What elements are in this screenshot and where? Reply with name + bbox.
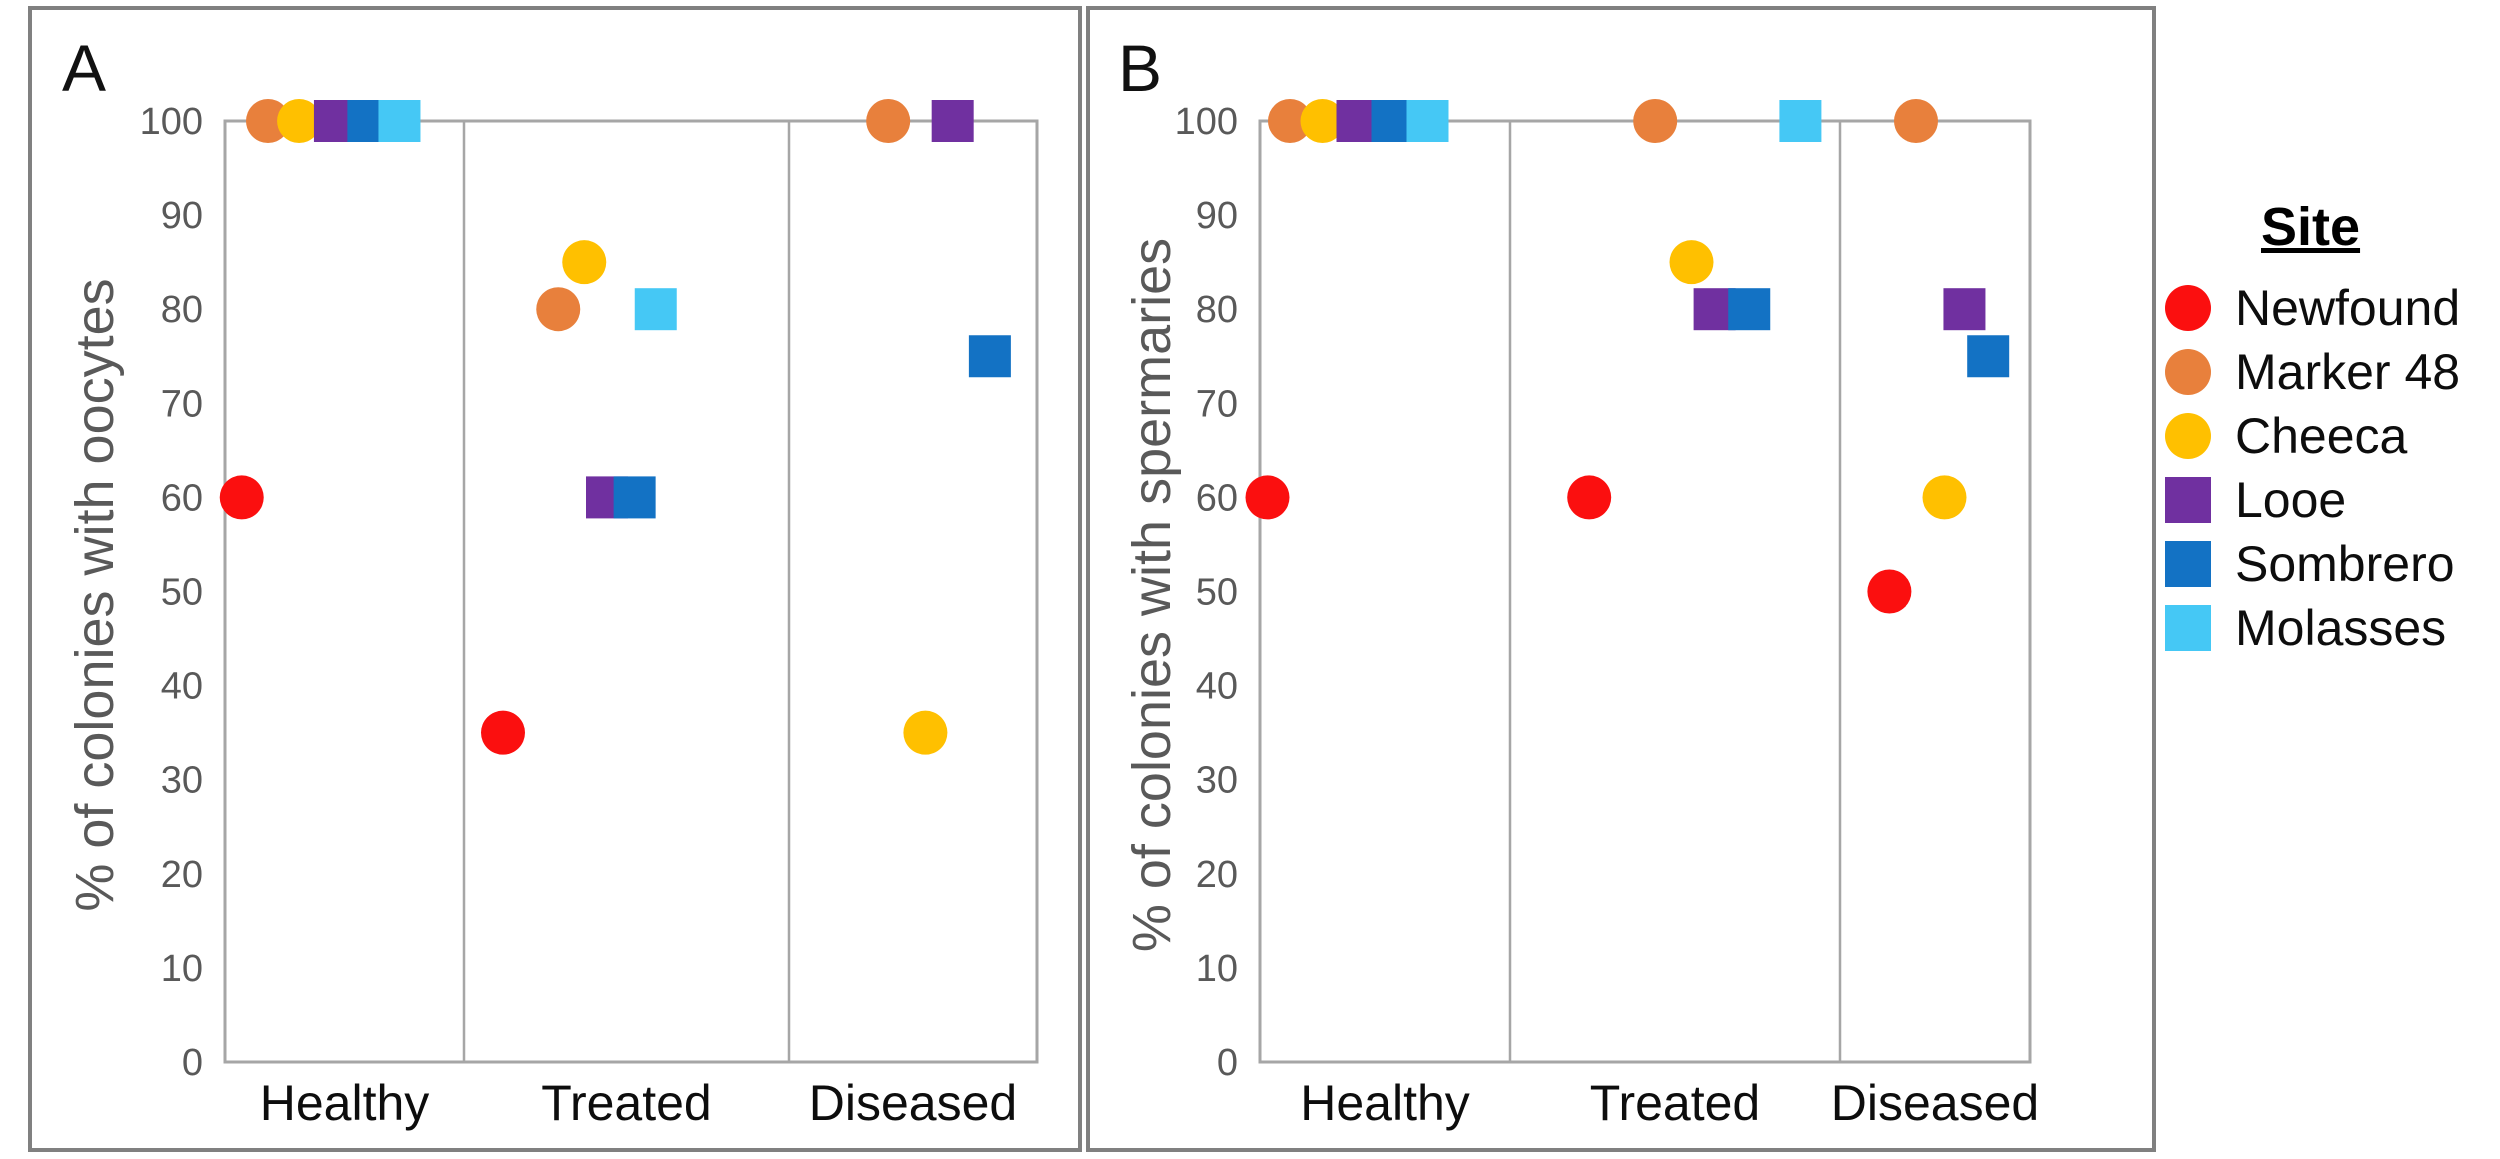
x-category-label: Healthy	[260, 1075, 430, 1131]
data-point	[1669, 240, 1714, 285]
y-tick-label: 10	[161, 948, 203, 990]
y-tick-label: 70	[161, 383, 203, 425]
plot-frame	[223, 119, 1039, 1064]
legend-circle-marker-icon	[2165, 349, 2211, 395]
y-tick-label: 60	[161, 477, 203, 519]
data-point	[634, 288, 677, 331]
data-point	[562, 240, 607, 285]
x-category-label: Treated	[541, 1075, 711, 1131]
data-point	[1245, 475, 1290, 520]
legend-square-marker-icon	[2165, 605, 2211, 651]
x-category-label: Treated	[1590, 1075, 1760, 1131]
data-point	[903, 710, 948, 755]
data-point	[246, 99, 291, 143]
x-category-label: Healthy	[1300, 1075, 1470, 1131]
data-point	[1943, 288, 1986, 331]
panel-a-box	[28, 6, 1082, 1152]
y-tick-label: 30	[161, 760, 203, 802]
y-tick-label: 80	[161, 289, 203, 331]
legend-title: Site	[2261, 197, 2361, 257]
data-point	[1268, 99, 1312, 143]
data-point	[481, 710, 525, 755]
legend-items: Newfound Marker 48 Cheeca Looe Sombrero Molas…	[2165, 276, 2495, 660]
y-tick-label: 20	[161, 854, 203, 896]
y-tick-label: 0	[1217, 1042, 1238, 1084]
legend-item-molasses: Molasses	[2165, 596, 2495, 660]
y-tick-label: 20	[1196, 854, 1238, 896]
legend-circle-marker-icon	[2165, 413, 2211, 459]
panel-b-letter: B	[1118, 31, 1163, 105]
y-tick-label: 90	[161, 195, 203, 237]
legend-item-label: Molasses	[2235, 600, 2447, 656]
x-category-label: Diseased	[809, 1075, 1017, 1131]
panel-a-letter: A	[62, 31, 107, 105]
data-point	[378, 100, 421, 142]
data-point	[1967, 335, 2010, 378]
data-point	[1922, 475, 1967, 520]
y-tick-label: 50	[161, 572, 203, 614]
legend-item-label: Sombrero	[2235, 536, 2455, 592]
y-tick-label: 100	[140, 101, 203, 143]
y-tick-label: 100	[1175, 101, 1238, 143]
y-tick-label: 10	[1196, 948, 1238, 990]
legend-circle-marker-icon	[2165, 285, 2211, 331]
y-tick-label: 90	[1196, 195, 1238, 237]
data-point	[219, 475, 264, 520]
x-category-label: Diseased	[1831, 1075, 2039, 1131]
data-point	[1633, 99, 1678, 143]
y-tick-label: 40	[161, 666, 203, 708]
legend-item-looe: Looe	[2165, 468, 2495, 532]
data-point	[536, 287, 581, 332]
legend-item-marker-48: Marker 48	[2165, 340, 2495, 404]
y-tick-label: 30	[1196, 760, 1238, 802]
legend-square-marker-icon	[2165, 477, 2211, 523]
legend-item-label: Marker 48	[2235, 344, 2461, 400]
plot-frame	[1258, 119, 2032, 1064]
y-tick-label: 70	[1196, 383, 1238, 425]
data-point	[931, 100, 974, 142]
site-legend: Site Newfound Marker 48 Cheeca Looe Sombrero…	[2165, 196, 2495, 660]
data-point	[968, 335, 1011, 378]
legend-item-cheeca: Cheeca	[2165, 404, 2495, 468]
y-tick-label: 0	[182, 1042, 203, 1084]
data-point	[866, 99, 911, 143]
legend-item-newfound: Newfound	[2165, 276, 2495, 340]
y-tick-label: 80	[1196, 289, 1238, 331]
panel-b-box	[1086, 6, 2156, 1152]
data-point	[1406, 100, 1449, 142]
y-tick-label: 60	[1196, 477, 1238, 519]
legend-item-label: Cheeca	[2235, 408, 2408, 464]
y-tick-label: 50	[1196, 572, 1238, 614]
legend-square-marker-icon	[2165, 541, 2211, 587]
legend-item-sombrero: Sombrero	[2165, 532, 2495, 596]
data-point	[1867, 569, 1912, 614]
legend-item-label: Looe	[2235, 472, 2347, 528]
data-point	[277, 99, 322, 143]
data-point	[1567, 475, 1612, 520]
y-tick-label: 40	[1196, 666, 1238, 708]
data-point	[1894, 99, 1938, 143]
data-point	[1779, 100, 1822, 142]
legend-item-label: Newfound	[2235, 280, 2461, 336]
data-point	[1728, 288, 1771, 331]
data-point	[613, 476, 656, 519]
data-point	[1300, 99, 1345, 143]
